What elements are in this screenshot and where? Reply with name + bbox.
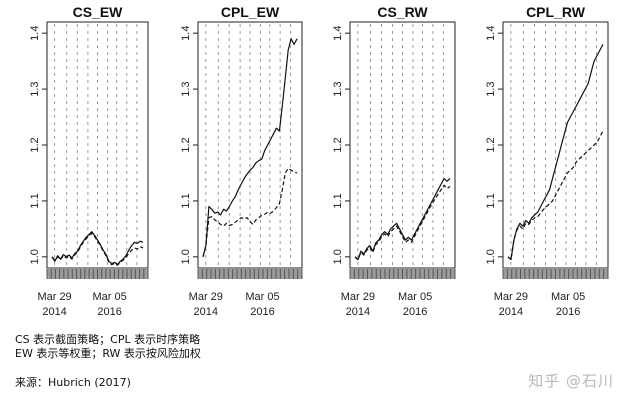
- x-tick-label-1-2: Mar 05 2016: [92, 291, 126, 318]
- plot-frame-3: [349, 21, 456, 269]
- caption-line-1: CS 表示截面策略；CPL 表示时序策略: [15, 333, 201, 346]
- series-line-1-1: [51, 231, 144, 266]
- x-tick-label-1-1: Mar 29 2014: [37, 291, 71, 318]
- y-tick-label-2-4: 1.3: [180, 81, 192, 96]
- y-tick-label-3-4: 1.3: [332, 81, 344, 96]
- series-line-2-1: [202, 38, 298, 257]
- plot-frame-2: [197, 21, 303, 269]
- series-line-4-2: [507, 130, 604, 261]
- watermark: 知乎 @石川: [528, 372, 614, 390]
- series-line-1-2: [51, 232, 144, 266]
- y-tick-label-3-2: 1.1: [332, 193, 344, 208]
- y-tick-label-4-2: 1.1: [485, 193, 497, 208]
- series-line-4-1: [507, 44, 604, 261]
- plot-frame-1: [46, 21, 149, 269]
- y-tick-label-2-2: 1.1: [180, 193, 192, 208]
- plot-frame-4: [502, 21, 609, 269]
- y-tick-label-2-1: 1.0: [180, 249, 192, 264]
- x-tick-label-3-1: Mar 29 2014: [341, 291, 375, 318]
- source-note: 来源：Hubrich (2017): [15, 376, 131, 389]
- y-tick-label-1-3: 1.2: [29, 137, 41, 152]
- x-tick-label-4-1: Mar 29 2014: [494, 291, 528, 318]
- series-line-3-1: [354, 177, 451, 261]
- y-tick-label-4-5: 1.4: [485, 26, 497, 41]
- y-tick-label-1-1: 1.0: [29, 249, 41, 264]
- y-tick-label-3-5: 1.4: [332, 26, 344, 41]
- chart-figure: CS_EW 1.0 1.1 1.2 1.3 1.4 Mar 29 2014 Mar 05 2016…: [29, 4, 609, 318]
- chart-panel-1: CS_EW 1.0 1.1 1.2 1.3 1.4 Mar 29 2014 Mar 05 2016: [29, 4, 149, 318]
- x-tick-label-3-2: Mar 05 2016: [398, 291, 432, 318]
- chart-panel-3: CS_RW 1.0 1.1 1.2 1.3 1.4 Mar 29 2014 Mar 05 2016: [332, 4, 456, 318]
- x-tick-label-2-1: Mar 29 2014: [189, 291, 223, 318]
- chart-panel-2: CPL_EW 1.0 1.1 1.2 1.3 1.4 Mar 29 2014 Mar 05 201…: [180, 4, 303, 318]
- y-tick-label-3-1: 1.0: [332, 249, 344, 264]
- caption-line-2: EW 表示等权重；RW 表示按风险加权: [15, 347, 201, 360]
- y-tick-label-1-2: 1.1: [29, 193, 41, 208]
- chart-title-1: CS_EW: [73, 4, 124, 20]
- y-tick-label-4-3: 1.2: [485, 137, 497, 152]
- chart-title-2: CPL_EW: [221, 4, 280, 20]
- x-tick-label-4-2: Mar 05 2016: [551, 291, 585, 318]
- y-tick-label-4-1: 1.0: [485, 249, 497, 264]
- chart-panel-4: CPL_RW 1.0 1.1 1.2 1.3 1.4 Mar 29 2014 Mar 05 201…: [485, 4, 609, 318]
- y-tick-label-1-4: 1.3: [29, 81, 41, 96]
- axis-strip-3: [349, 269, 456, 279]
- x-tick-label-2-2: Mar 05 2016: [245, 291, 279, 318]
- axis-strip-2: [197, 269, 303, 279]
- series-line-3-2: [354, 184, 451, 261]
- y-tick-label-1-5: 1.4: [29, 26, 41, 41]
- axis-strip-4: [502, 269, 609, 279]
- axis-strip-1: [46, 269, 149, 279]
- y-tick-label-2-5: 1.4: [180, 26, 192, 41]
- y-tick-label-2-3: 1.2: [180, 137, 192, 152]
- chart-title-4: CPL_RW: [526, 4, 586, 20]
- chart-title-3: CS_RW: [377, 4, 428, 20]
- series-line-2-2: [202, 167, 298, 257]
- y-tick-label-3-3: 1.2: [332, 137, 344, 152]
- y-tick-label-4-4: 1.3: [485, 81, 497, 96]
